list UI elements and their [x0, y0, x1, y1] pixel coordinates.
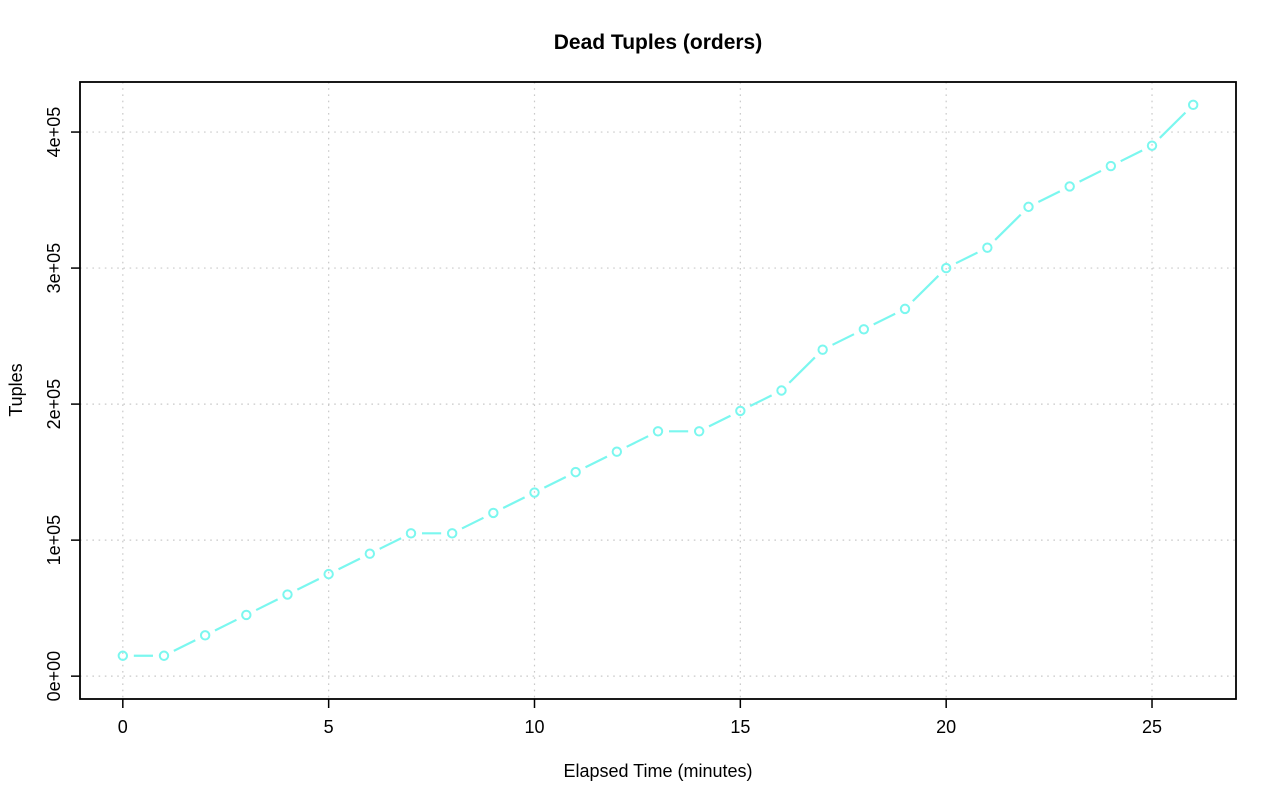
series-segment [626, 435, 649, 448]
data-point [776, 385, 787, 396]
data-point [1146, 140, 1158, 151]
series-segment [955, 251, 978, 265]
series-segment [461, 516, 484, 530]
series-segment [379, 537, 402, 550]
series-segment [255, 598, 279, 612]
series-segment [994, 213, 1022, 241]
series-segment [296, 578, 320, 591]
series-segment [543, 476, 567, 489]
data-point [199, 630, 211, 641]
data-point [570, 466, 581, 478]
series-segment [873, 312, 896, 326]
data-point [323, 568, 334, 580]
plot-box [79, 81, 1237, 700]
series-segment [912, 275, 940, 302]
data-point [282, 589, 293, 600]
y-tick-label: 4e+05 [44, 107, 64, 158]
x-tick-label: 20 [936, 717, 956, 737]
series-segment [1079, 169, 1102, 183]
series-segment [788, 356, 816, 384]
data-point [1064, 181, 1075, 192]
data-point [158, 650, 170, 661]
data-point [364, 548, 376, 559]
series-segment [832, 333, 855, 346]
x-tick-label: 5 [324, 717, 334, 737]
data-point [899, 303, 911, 315]
axis-layer: 0 5 10 15 20 25 0e+00 1e+05 2e+05 3e+05 4e+05 [44, 81, 1237, 737]
x-tick-label: 15 [730, 717, 750, 737]
data-point [940, 262, 952, 274]
series-segment [502, 496, 526, 510]
series-segment [585, 455, 608, 469]
data-point [1105, 160, 1117, 172]
x-tick-label: 0 [118, 717, 128, 737]
y-tick-label: 2e+05 [44, 379, 64, 430]
data-point [982, 242, 993, 253]
data-point [652, 426, 664, 437]
series-segment [708, 414, 731, 428]
series-segment [338, 557, 361, 571]
series-layer [117, 99, 1199, 661]
series-segment [749, 394, 773, 408]
data-point [488, 507, 499, 519]
y-tick-label: 0e+00 [44, 651, 64, 702]
series-segment [1037, 190, 1061, 203]
data-point [1023, 201, 1034, 213]
data-point [529, 487, 540, 498]
data-point [241, 609, 252, 621]
chart-title: Dead Tuples (orders) [554, 31, 762, 54]
data-point [1187, 99, 1199, 111]
data-point [693, 426, 705, 437]
x-axis-label: Elapsed Time (minutes) [563, 761, 752, 781]
data-point [611, 446, 623, 457]
y-tick-label: 3e+05 [44, 243, 64, 294]
series-segment [1120, 149, 1143, 163]
series-segment [1159, 111, 1187, 139]
data-point [817, 344, 828, 355]
y-tick-label: 1e+05 [44, 515, 64, 566]
data-point [735, 405, 746, 417]
y-axis-label: Tuples [6, 363, 26, 416]
data-point [405, 528, 417, 539]
data-point [858, 324, 870, 335]
data-point [117, 650, 129, 661]
data-point [446, 528, 458, 539]
grid-layer [80, 82, 1236, 699]
series-segment [173, 639, 196, 652]
x-tick-label: 10 [524, 717, 544, 737]
series-segment [214, 618, 237, 632]
x-tick-label: 25 [1142, 717, 1162, 737]
